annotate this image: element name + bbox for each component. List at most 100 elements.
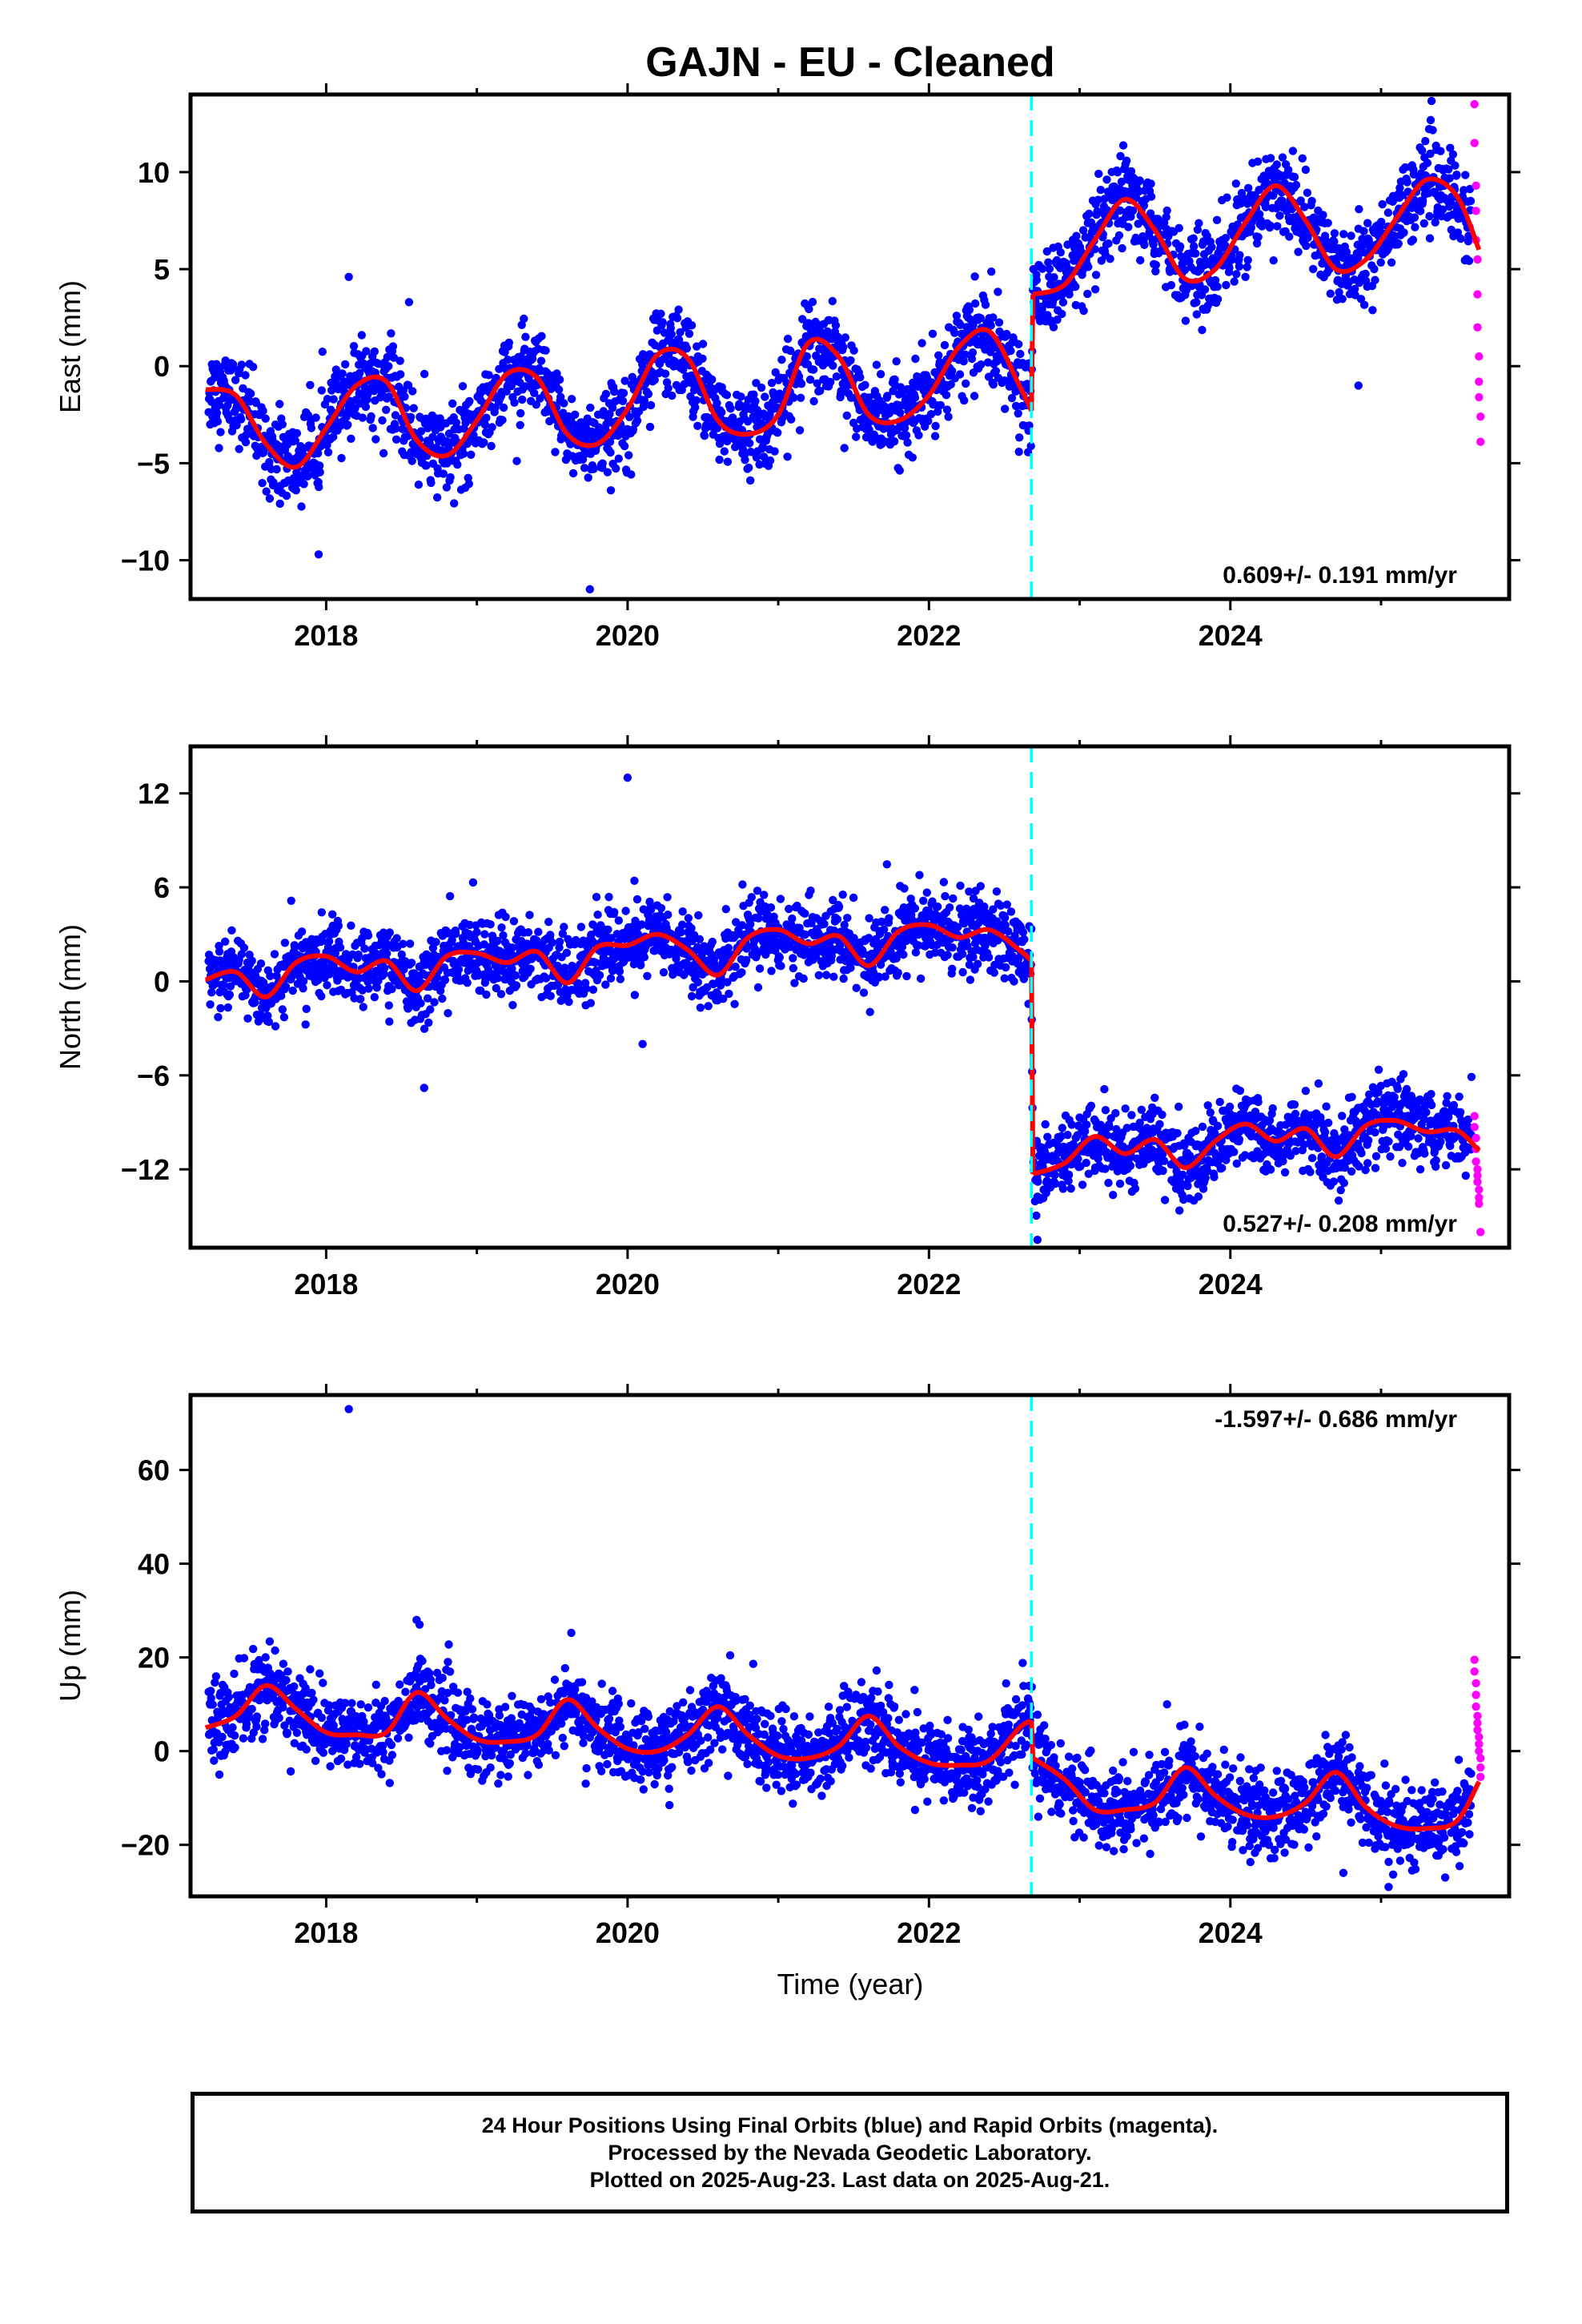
final-orbit-point	[1426, 149, 1435, 159]
final-orbit-point	[885, 914, 893, 923]
final-orbit-point	[910, 904, 920, 913]
final-orbit-point	[880, 925, 889, 935]
final-orbit-point	[1063, 240, 1072, 249]
final-orbit-point	[512, 456, 521, 465]
final-orbit-point	[989, 313, 998, 322]
y-tick-label: −5	[137, 447, 170, 480]
final-orbit-point	[901, 431, 911, 440]
final-orbit-point	[337, 453, 346, 463]
final-orbit-point	[459, 449, 468, 458]
final-orbit-point	[213, 417, 223, 426]
final-orbit-point	[783, 452, 792, 461]
final-orbit-point	[637, 920, 646, 929]
final-orbit-point	[1044, 258, 1053, 267]
final-orbit-point	[1086, 1101, 1096, 1111]
final-orbit-point	[721, 905, 730, 914]
final-orbit-point	[1448, 150, 1458, 159]
final-orbit-point	[317, 908, 326, 917]
final-orbit-point	[302, 1004, 311, 1014]
final-orbit-point	[834, 902, 844, 911]
final-orbit-point	[526, 964, 535, 974]
final-orbit-point	[673, 314, 682, 323]
final-orbit-point	[453, 460, 462, 469]
final-orbit-point	[1010, 977, 1018, 986]
final-orbit-point	[1043, 1132, 1052, 1141]
final-orbit-point	[480, 930, 489, 939]
final-orbit-point	[1064, 1176, 1073, 1185]
final-orbit-point	[1100, 1084, 1109, 1094]
final-orbit-point	[1084, 1169, 1094, 1179]
final-orbit-point	[237, 360, 246, 369]
final-orbit-point	[787, 415, 796, 424]
final-orbit-point	[908, 453, 917, 462]
rapid-orbit-point	[1475, 377, 1484, 386]
final-orbit-point	[315, 461, 324, 470]
final-orbit-point	[372, 983, 381, 992]
final-orbit-point	[1137, 1105, 1146, 1115]
final-orbit-point	[689, 983, 697, 992]
final-orbit-point	[1178, 1170, 1187, 1180]
final-orbit-point	[355, 368, 364, 378]
final-orbit-point	[512, 981, 521, 990]
final-orbit-point	[235, 444, 243, 453]
final-orbit-point	[730, 999, 739, 1009]
final-orbit-point	[509, 917, 519, 926]
final-orbit-point	[1399, 228, 1408, 237]
final-orbit-point	[586, 999, 595, 1007]
final-orbit-point	[757, 383, 766, 392]
final-orbit-point	[432, 938, 440, 947]
final-orbit-point	[1146, 192, 1156, 201]
final-orbit-point	[1446, 143, 1455, 152]
rapid-orbit-point	[1476, 437, 1485, 446]
final-orbit-point	[508, 1000, 517, 1010]
final-orbit-point	[510, 398, 519, 407]
final-orbit-point	[761, 392, 769, 401]
final-orbit-point	[1428, 126, 1437, 135]
final-orbit-point	[382, 405, 391, 414]
final-orbit-point	[1427, 96, 1436, 106]
final-orbit-point	[1195, 219, 1203, 227]
final-orbit-point	[931, 421, 940, 431]
final-orbit-point	[1464, 256, 1474, 265]
final-orbit-point	[281, 982, 291, 991]
final-orbit-point	[605, 409, 614, 419]
final-orbit-point	[915, 870, 924, 879]
final-orbit-point	[1114, 231, 1124, 240]
final-orbit-point	[991, 367, 1001, 376]
final-orbit-point	[1243, 263, 1251, 271]
final-orbit-point	[1006, 907, 1016, 916]
final-orbit-point	[1004, 927, 1013, 936]
final-orbit-point	[1275, 211, 1284, 220]
final-orbit-point	[1136, 255, 1145, 265]
final-orbit-point	[392, 934, 401, 943]
final-orbit-point	[914, 930, 923, 939]
final-orbit-point	[902, 971, 911, 981]
final-orbit-point	[601, 980, 610, 989]
final-orbit-point	[1122, 1124, 1131, 1132]
final-orbit-point	[924, 416, 933, 425]
final-orbit-point	[1456, 234, 1465, 243]
final-orbit-point	[1203, 1167, 1212, 1176]
final-orbit-point	[614, 454, 623, 463]
final-orbit-point	[666, 324, 675, 332]
final-orbit-point	[801, 930, 809, 939]
final-orbit-point	[829, 972, 838, 981]
final-orbit-point	[1253, 157, 1263, 166]
final-orbit-point	[682, 344, 692, 353]
final-orbit-point	[1294, 247, 1303, 256]
final-orbit-point	[406, 412, 416, 421]
final-orbit-point	[1461, 171, 1470, 179]
final-orbit-point	[725, 989, 733, 999]
final-orbit-point	[452, 418, 460, 427]
final-orbit-point	[551, 448, 560, 456]
final-orbit-point	[839, 343, 848, 352]
final-orbit-point	[697, 949, 707, 959]
final-orbit-point	[610, 387, 619, 396]
final-orbit-point	[601, 389, 611, 399]
final-orbit-point	[448, 935, 456, 945]
final-orbit-point	[640, 396, 648, 404]
final-orbit-point	[704, 1002, 713, 1011]
final-orbit-point	[952, 312, 962, 320]
final-orbit-point	[207, 988, 216, 997]
final-orbit-point	[640, 953, 648, 962]
